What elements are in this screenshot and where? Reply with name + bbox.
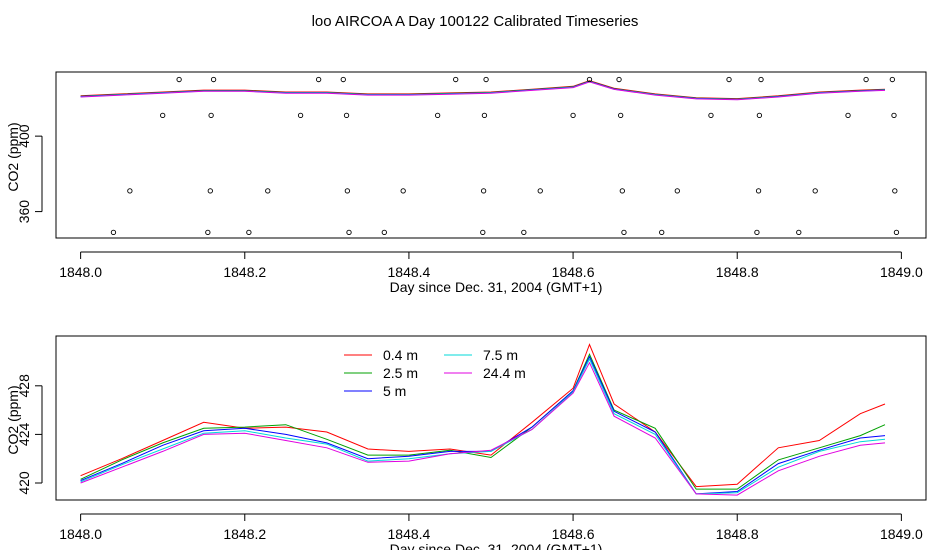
x-tick-label: 1848.6 — [552, 526, 595, 542]
x-tick-label: 1848.2 — [223, 526, 266, 542]
data-point — [708, 112, 714, 119]
series-line — [80, 81, 886, 101]
data-point — [315, 76, 322, 83]
data-point — [892, 188, 898, 194]
data-point — [893, 229, 900, 235]
data-point — [480, 188, 487, 194]
chart-title: loo AIRCOA A Day 100122 Calibrated Times… — [312, 13, 639, 30]
data-point — [400, 188, 406, 194]
legend: 0.4 m 2.5 m 5 m 7.5 m 24.4 m — [344, 347, 526, 399]
data-point — [480, 229, 486, 235]
data-point — [674, 188, 680, 194]
series-line — [80, 361, 886, 496]
y-tick-label: 428 — [16, 374, 32, 398]
data-point — [621, 229, 627, 235]
y-tick-label: 360 — [16, 200, 32, 224]
data-point — [483, 76, 489, 83]
data-point — [726, 76, 732, 83]
x-tick-label: 1848.4 — [388, 526, 431, 542]
y-tick-label: 400 — [16, 124, 32, 148]
data-point — [863, 76, 869, 83]
data-point — [265, 188, 271, 194]
x-tick-label: 1848.4 — [388, 264, 431, 280]
data-point — [521, 229, 527, 235]
legend-label: 5 m — [383, 383, 406, 399]
data-point — [891, 112, 897, 119]
data-point — [453, 76, 459, 83]
x-tick-label: 1848.2 — [223, 264, 266, 280]
data-point — [340, 76, 346, 83]
x-tick-label: 1849.0 — [880, 264, 923, 280]
x-tick-label: 1848.6 — [552, 264, 595, 280]
data-point — [297, 112, 304, 119]
y-tick-label: 420 — [16, 471, 32, 495]
data-point — [812, 188, 818, 194]
legend-label: 2.5 m — [383, 365, 418, 381]
y-axis-label: CO2 (ppm) — [5, 385, 21, 454]
data-point — [481, 112, 488, 119]
x-tick-label: 1848.0 — [59, 526, 102, 542]
series-line — [80, 352, 886, 490]
data-point — [845, 112, 851, 119]
data-point — [210, 76, 217, 83]
data-point — [659, 229, 665, 235]
data-point — [619, 188, 625, 194]
data-point — [246, 229, 252, 235]
series-line — [80, 80, 886, 100]
data-point — [205, 229, 211, 235]
data-point — [796, 229, 802, 235]
legend-label: 7.5 m — [483, 347, 518, 363]
data-point — [160, 112, 166, 119]
data-point — [435, 112, 441, 119]
data-point — [346, 229, 352, 235]
data-point — [586, 76, 593, 83]
x-tick-label: 1848.0 — [59, 264, 102, 280]
bottom-panel: 1848.0 1848.2 1848.4 1848.6 1848.8 1849.0 Day … — [5, 335, 927, 550]
x-axis: 1848.0 1848.2 1848.4 1848.6 1848.8 1849.0 Day … — [59, 513, 923, 550]
data-point — [343, 112, 350, 119]
data-point — [570, 112, 576, 119]
series-line — [80, 355, 886, 495]
legend-label: 24.4 m — [483, 365, 526, 381]
y-axis-label: CO2 (ppm) — [5, 122, 21, 191]
data-point — [176, 76, 182, 83]
data-point — [344, 188, 351, 194]
data-point — [381, 229, 387, 235]
data-point — [618, 112, 624, 119]
data-point — [889, 76, 895, 83]
plot-frame — [55, 335, 927, 501]
x-tick-label: 1848.8 — [716, 526, 759, 542]
y-tick-label: 424 — [16, 423, 32, 447]
data-point — [537, 188, 543, 194]
top-panel: 1848.0 1848.2 1848.4 1848.6 1848.8 1849.0 Day … — [5, 71, 927, 295]
data-point — [110, 229, 117, 235]
data-point — [758, 76, 764, 83]
data-point — [756, 112, 763, 119]
plot-frame — [55, 71, 927, 239]
x-axis-label: Day since Dec. 31, 2004 (GMT+1) — [390, 279, 603, 295]
x-tick-label: 1849.0 — [880, 526, 923, 542]
x-axis-label: Day since Dec. 31, 2004 (GMT+1) — [390, 541, 603, 550]
data-point — [208, 112, 214, 119]
data-point — [207, 188, 213, 194]
data-point — [127, 188, 133, 194]
series-line — [80, 357, 886, 495]
x-axis: 1848.0 1848.2 1848.4 1848.6 1848.8 1849.0 Day … — [59, 251, 923, 295]
data-point — [616, 76, 622, 83]
x-tick-label: 1848.8 — [716, 264, 759, 280]
legend-label: 0.4 m — [383, 347, 418, 363]
data-point — [754, 229, 760, 235]
data-point — [755, 188, 762, 194]
